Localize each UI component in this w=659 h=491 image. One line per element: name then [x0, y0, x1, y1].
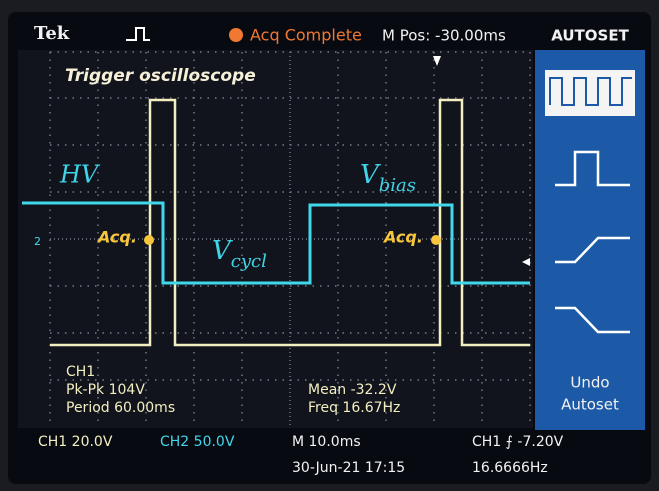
grid — [49, 51, 531, 425]
measure-mean: Mean -32.2V — [308, 382, 397, 398]
timebase: M 10.0ms — [292, 434, 361, 450]
brand: Tek — [34, 23, 70, 44]
pulse-icon[interactable] — [555, 150, 630, 187]
trigger-setting: CH1 ⨍ -7.20V — [472, 434, 564, 450]
annotation-vbias: Vbias — [360, 160, 416, 196]
annotation-vcycl: Vcycl — [212, 236, 267, 272]
ch1-trace — [50, 98, 530, 347]
menu-title[interactable]: AUTOSET — [551, 27, 629, 45]
ch1-scale: CH1 20.0V — [38, 434, 113, 450]
acq-point — [144, 235, 154, 245]
falling-edge-icon[interactable] — [555, 306, 630, 334]
acq-status: Acq Complete — [250, 26, 362, 45]
ch2-scale: CH2 50.0V — [160, 434, 235, 450]
square-wave-icon — [549, 77, 632, 106]
measure-freq: Freq 16.67Hz — [308, 400, 400, 416]
run-icon — [126, 27, 150, 41]
annotation-acq: Acq. — [96, 228, 137, 247]
horizontal-position: M Pos: -30.00ms — [382, 27, 506, 45]
measure-pkpk: Pk-Pk 104V — [66, 382, 145, 398]
trigger-level-marker — [522, 258, 530, 266]
annotation-acq: Acq. — [382, 228, 423, 247]
annotation-title: Trigger oscilloscope — [65, 66, 256, 86]
ch2-trace — [22, 201, 530, 285]
rising-edge-icon[interactable] — [555, 236, 630, 264]
trigger-frequency: 16.6666Hz — [472, 460, 548, 476]
channel-marker: 2 — [34, 235, 41, 248]
plot-area — [18, 50, 533, 428]
trigger-position-marker — [433, 56, 441, 66]
status-dot — [229, 28, 243, 42]
acq-point — [431, 235, 441, 245]
annotation-hv: HV — [59, 161, 101, 189]
undo-label[interactable]: Undo — [570, 374, 609, 392]
measure-period: Period 60.00ms — [66, 400, 175, 416]
measure-channel: CH1 — [66, 364, 95, 380]
date-time: 30-Jun-21 17:15 — [292, 460, 405, 476]
undo-label[interactable]: Autoset — [561, 396, 619, 414]
